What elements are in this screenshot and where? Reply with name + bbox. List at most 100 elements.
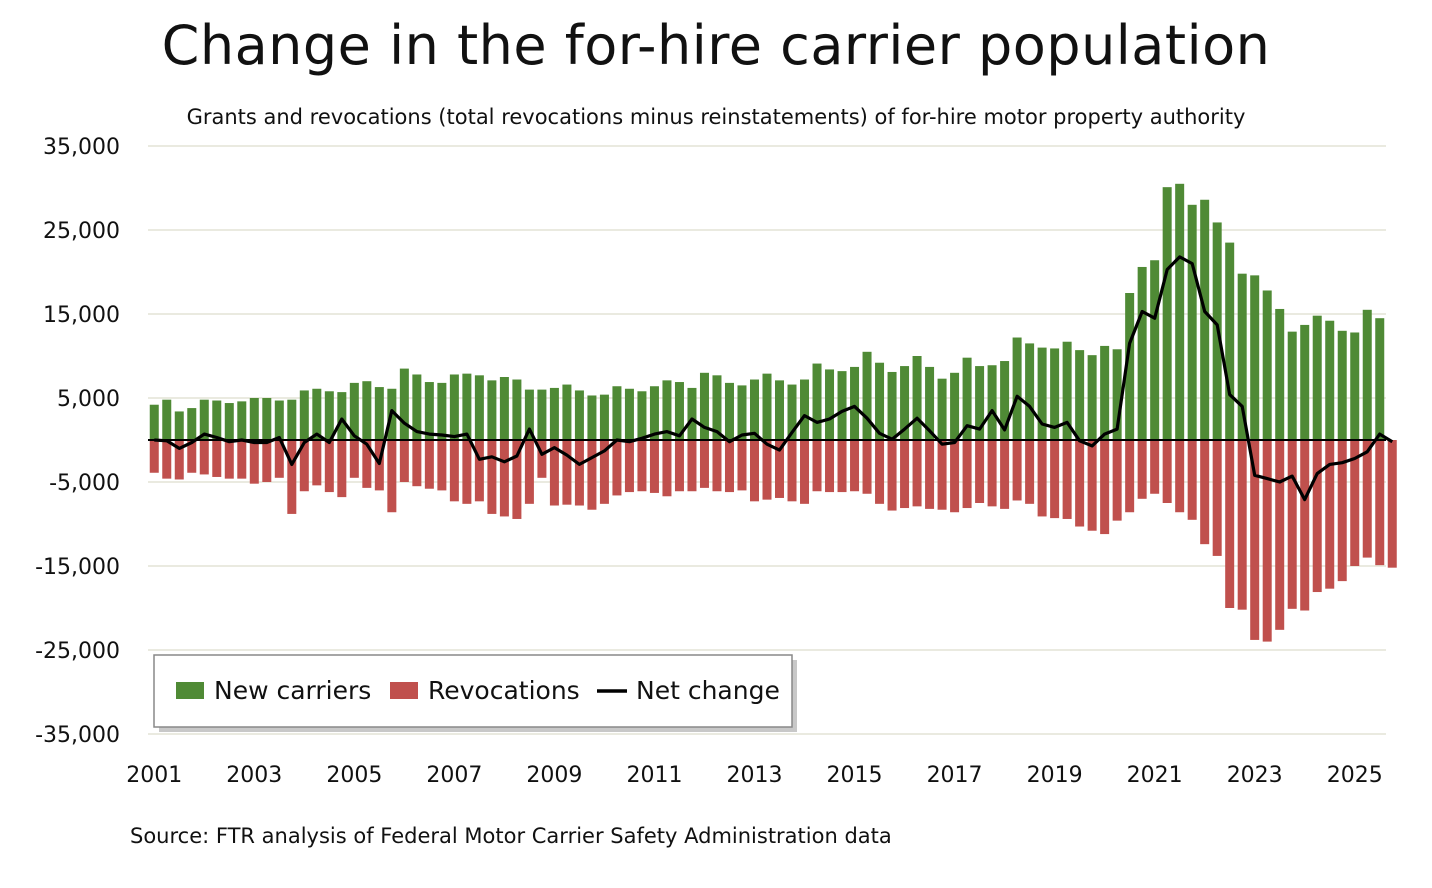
bar-new-carriers	[437, 382, 447, 440]
bar-revocations	[1350, 440, 1360, 566]
bar-revocations	[787, 440, 797, 502]
bar-revocations	[362, 440, 372, 488]
bar-revocations	[212, 440, 222, 477]
bar-revocations	[487, 440, 497, 514]
bar-new-carriers	[662, 380, 672, 440]
bar-revocations	[199, 440, 209, 475]
bar-new-carriers	[449, 374, 459, 440]
bar-new-carriers	[287, 399, 297, 440]
bar-revocations	[775, 440, 785, 498]
bar-revocations	[887, 440, 897, 511]
legend-label-new-carriers: New carriers	[214, 676, 371, 705]
bar-new-carriers	[499, 377, 509, 440]
y-tick-label: 35,000	[43, 135, 120, 160]
y-tick-label: -35,000	[35, 723, 120, 748]
bar-new-carriers	[825, 369, 835, 440]
bar-new-carriers	[362, 381, 372, 440]
bar-new-carriers	[1362, 309, 1372, 440]
bar-revocations	[449, 440, 459, 502]
new-carriers-bars	[149, 183, 1385, 441]
bar-revocations	[1225, 440, 1235, 608]
bar-revocations	[1050, 440, 1060, 519]
legend-box	[153, 654, 793, 728]
bar-new-carriers	[1037, 347, 1047, 440]
bar-revocations	[837, 440, 847, 493]
bar-revocations	[299, 440, 309, 492]
bar-new-carriers	[637, 391, 647, 440]
bar-new-carriers	[624, 388, 634, 440]
chart-subtitle: Grants and revocations (total revocation…	[186, 105, 1246, 129]
bar-new-carriers	[537, 389, 547, 440]
bar-new-carriers	[1175, 183, 1185, 441]
bar-revocations	[912, 440, 922, 507]
bar-revocations	[324, 440, 334, 493]
bar-new-carriers	[1262, 290, 1272, 440]
bar-revocations	[962, 440, 972, 509]
bar-revocations	[637, 440, 647, 492]
bar-new-carriers	[424, 382, 434, 440]
bar-new-carriers	[1337, 330, 1347, 440]
bar-revocations	[262, 440, 272, 482]
bar-new-carriers	[224, 403, 234, 440]
bar-new-carriers	[162, 399, 172, 440]
bar-revocations	[562, 440, 572, 505]
bar-revocations	[812, 440, 822, 492]
bar-revocations	[1037, 440, 1047, 517]
bar-new-carriers	[912, 356, 922, 440]
bar-revocations	[224, 440, 234, 479]
bar-revocations	[149, 440, 159, 473]
bar-revocations	[574, 440, 584, 506]
bar-new-carriers	[699, 372, 709, 440]
bar-revocations	[462, 440, 472, 504]
bar-revocations	[412, 440, 422, 487]
bar-revocations	[187, 440, 197, 473]
bar-new-carriers	[1050, 348, 1060, 440]
bar-revocations	[1150, 440, 1160, 494]
bar-revocations	[1087, 440, 1097, 531]
x-tick-label: 2001	[126, 763, 182, 788]
source-note: Source: FTR analysis of Federal Motor Ca…	[130, 824, 892, 848]
bar-new-carriers	[1162, 187, 1172, 440]
bar-revocations	[800, 440, 810, 504]
bar-revocations	[1325, 440, 1335, 589]
bar-new-carriers	[612, 386, 622, 440]
bar-new-carriers	[887, 371, 897, 440]
legend-swatch-new-carriers	[176, 682, 204, 699]
bar-revocations	[1200, 440, 1210, 545]
bar-new-carriers	[1237, 273, 1247, 440]
bar-revocations	[1137, 440, 1147, 499]
bar-new-carriers	[1312, 315, 1322, 440]
bar-new-carriers	[299, 390, 309, 440]
bar-new-carriers	[474, 375, 484, 440]
x-tick-label: 2013	[726, 763, 782, 788]
bar-revocations	[474, 440, 484, 502]
bar-new-carriers	[1150, 260, 1160, 440]
bar-new-carriers	[812, 363, 822, 440]
bar-new-carriers	[337, 392, 347, 440]
bar-revocations	[875, 440, 885, 504]
bar-new-carriers	[1012, 337, 1022, 440]
bar-revocations	[900, 440, 910, 509]
bar-revocations	[624, 440, 634, 493]
legend: New carriers Revocations Net change	[153, 654, 797, 732]
bar-revocations	[1250, 440, 1260, 640]
bar-revocations	[925, 440, 935, 509]
bar-new-carriers	[1087, 355, 1097, 440]
bar-new-carriers	[199, 399, 209, 440]
bar-new-carriers	[962, 357, 972, 440]
bar-revocations	[1062, 440, 1072, 519]
bar-revocations	[1100, 440, 1110, 535]
y-axis-tick-labels: 35,000 25,000 15,000 5,000 -5,000 -15,000 -25,…	[35, 135, 120, 748]
bar-new-carriers	[1225, 242, 1235, 440]
bar-new-carriers	[212, 400, 222, 440]
bar-revocations	[1075, 440, 1085, 527]
bar-revocations	[387, 440, 397, 513]
bar-revocations	[762, 440, 772, 500]
bar-new-carriers	[987, 365, 997, 440]
bar-new-carriers	[950, 372, 960, 440]
bar-revocations	[1012, 440, 1022, 501]
bar-new-carriers	[312, 388, 322, 440]
bar-revocations	[349, 440, 359, 478]
bar-revocations	[587, 440, 597, 510]
x-tick-label: 2019	[1027, 763, 1083, 788]
